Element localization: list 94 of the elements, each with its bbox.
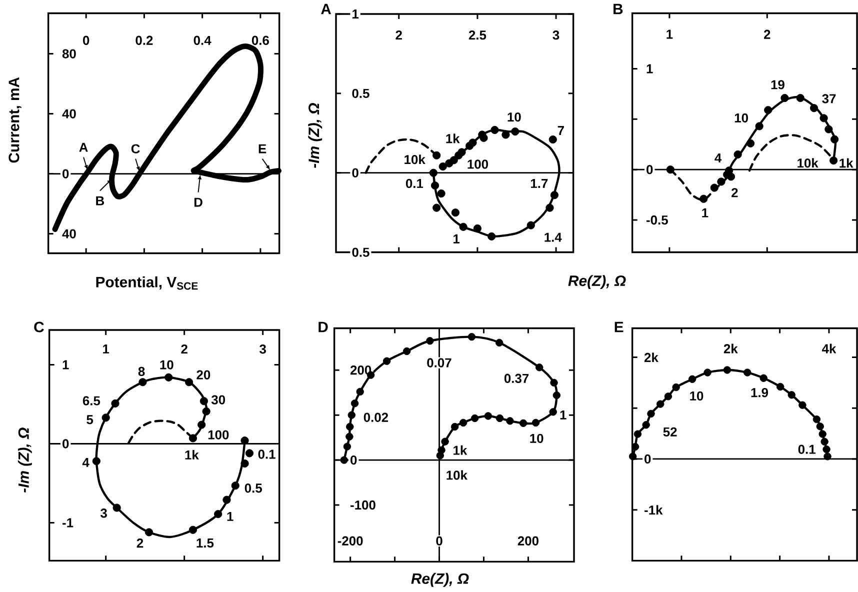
y-tick-label: 0 <box>62 169 69 178</box>
y-tick-label: 80 <box>62 49 76 58</box>
annotation: 10k <box>404 154 426 164</box>
annotation: 19 <box>771 80 784 90</box>
y-tick-label: 0 <box>62 439 69 448</box>
annotation: 1 <box>454 234 460 244</box>
annotation: 1k <box>185 450 199 460</box>
x-tick-label: 200 <box>518 536 538 546</box>
annotation: 10k <box>446 470 468 480</box>
x-tick-label: 0.2 <box>136 36 153 45</box>
y-tick-label: 0 <box>644 454 651 464</box>
annotation: 1 <box>227 512 234 521</box>
x-axis-title: Potential, V$_{SCE}$ <box>96 276 198 290</box>
y-tick-label: -0.5 <box>646 215 668 225</box>
annotation: 0.1 <box>798 444 816 454</box>
y-tick-label: 1 <box>62 360 69 370</box>
chart-title: D <box>318 322 328 332</box>
annotation: 100 <box>468 160 488 169</box>
x-tick-label: 4k <box>822 344 836 354</box>
chart-title: C <box>34 322 44 332</box>
annotation: 2 <box>732 188 738 198</box>
annotation: 1k <box>446 134 460 144</box>
annotation: 5 <box>86 415 94 424</box>
annotation: 1.4 <box>544 232 562 242</box>
annotation: 10 <box>690 391 704 401</box>
annotation: 10 <box>734 113 748 123</box>
annotation: D <box>194 198 202 207</box>
annotation: 10 <box>530 434 544 444</box>
annotation: 8 <box>138 366 145 376</box>
x-tick-label: 0 <box>436 536 442 546</box>
y-tick-label: 1 <box>352 10 359 18</box>
y-tick-label: 0.5 <box>352 248 370 257</box>
annotation: E <box>258 144 266 154</box>
y-tick-label: 0 <box>646 165 653 174</box>
y-tick-label: 40 <box>62 229 76 238</box>
annotation: 0.37 <box>504 374 529 383</box>
annotation: 7 <box>558 126 564 135</box>
annotation: 0.07 <box>427 358 452 368</box>
annotation: 0.1 <box>406 178 424 188</box>
x-tick-label: 2.5 <box>468 30 486 40</box>
annotation: 0.1 <box>258 450 276 459</box>
x-tick-label: 2 <box>181 344 188 354</box>
x-axis-title: Re(Z), Ω <box>411 572 469 587</box>
x-tick-label: 2 <box>396 30 402 40</box>
y-axis-title: Current, mA <box>8 77 22 163</box>
x-tick-label: 3 <box>552 30 560 40</box>
annotation: C <box>131 144 140 154</box>
y-tick-label: 0 <box>350 455 357 465</box>
x-axis-title: Re(Z), Ω <box>568 275 626 290</box>
annotation: 0.5 <box>244 484 262 493</box>
annotation: 37 <box>822 94 836 104</box>
annotation: 1 <box>560 410 566 420</box>
annotation: 1.9 <box>751 388 768 398</box>
annotation: 1.5 <box>196 538 214 548</box>
x-tick-label: 1 <box>666 30 673 39</box>
y-axis-title: -Im (Z), Ω <box>308 103 322 168</box>
annotation: 4 <box>82 458 90 467</box>
x-tick-label: 0.6 <box>252 36 269 45</box>
annotation: 6.5 <box>82 396 100 406</box>
annotation: 1.7 <box>530 179 548 188</box>
x-tick-label: -200 <box>338 536 363 546</box>
chart-title: E <box>614 322 624 332</box>
y-axis-title: -Im (Z), Ω <box>18 428 32 493</box>
y-tick-label: 0 <box>352 168 358 178</box>
annotation: 20 <box>196 370 210 380</box>
chart-title: A <box>321 4 332 14</box>
annotation: 4 <box>714 153 722 162</box>
y-tick-label: -1k <box>644 505 663 515</box>
annotation: A <box>79 142 88 152</box>
x-tick-label: 2 <box>764 30 770 39</box>
y-tick-label: 40 <box>62 109 76 118</box>
annotation: 30 <box>211 395 226 404</box>
annotation: 3 <box>100 508 107 518</box>
annotation: 100 <box>208 430 229 440</box>
y-tick-label: 2k <box>644 352 658 362</box>
annotation: B <box>96 196 104 206</box>
annotation: 1k <box>840 158 854 168</box>
x-tick-label: 0 <box>82 36 90 45</box>
y-tick-label: 0.5 <box>352 88 370 98</box>
y-tick-label: 1 <box>646 64 653 74</box>
x-tick-label: 0.4 <box>194 36 212 45</box>
annotation: 1k <box>454 445 468 455</box>
annotation: 10 <box>160 360 174 370</box>
x-tick-label: 1 <box>103 344 110 354</box>
annotation: 10 <box>508 112 521 122</box>
x-tick-label: 3 <box>260 344 266 354</box>
y-tick-label: -1 <box>62 518 74 528</box>
annotation: 1 <box>702 208 708 218</box>
y-tick-label: -100 <box>350 500 376 510</box>
chart-title: B <box>614 4 623 14</box>
annotation: 10k <box>798 158 818 168</box>
x-tick-label: 2k <box>724 344 738 354</box>
annotation: 52 <box>663 427 677 436</box>
annotation: 0.02 <box>364 412 388 422</box>
